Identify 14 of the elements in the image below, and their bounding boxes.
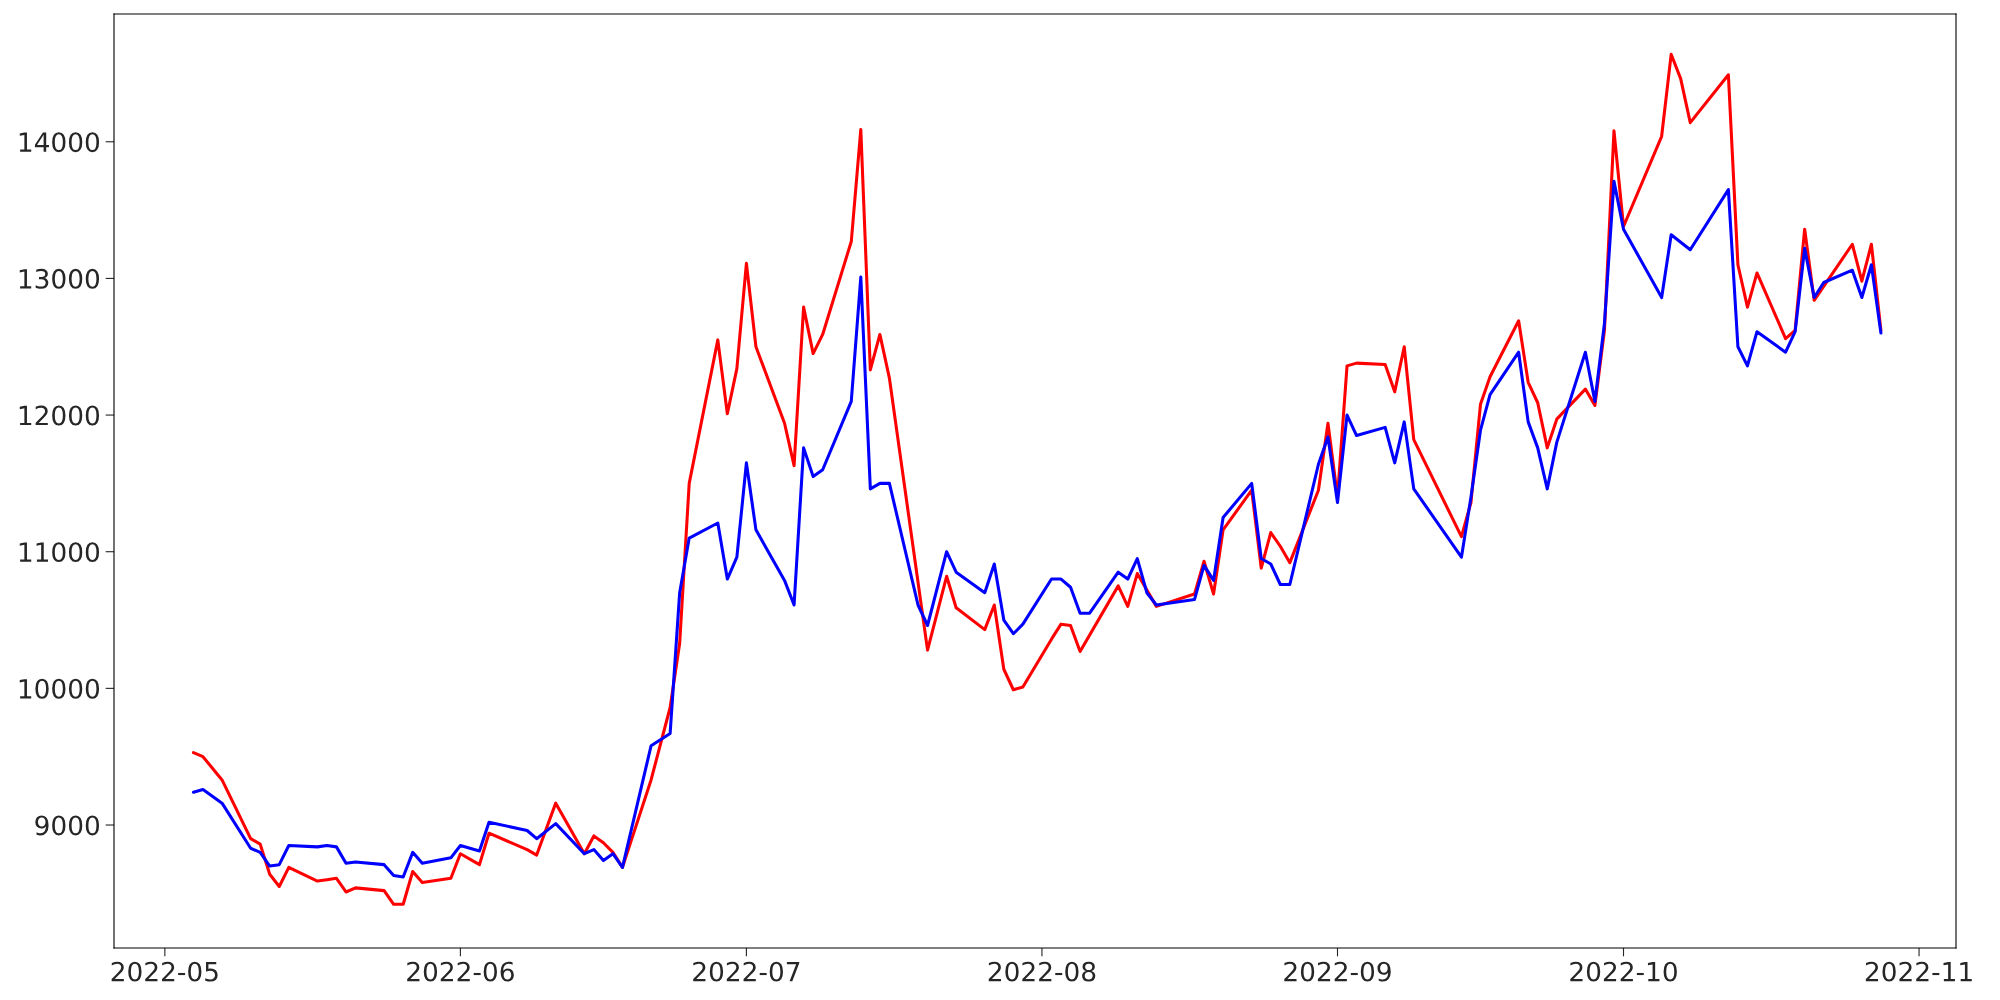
x-tick-label: 2022-10 bbox=[1570, 961, 1677, 982]
x-tick-label: 2022-07 bbox=[693, 961, 800, 982]
y-tick-label: 12000 bbox=[19, 405, 100, 426]
x-tick-label: 2022-09 bbox=[1284, 961, 1391, 982]
x-tick-label: 2022-06 bbox=[407, 961, 514, 982]
x-tick-label: 2022-11 bbox=[1865, 961, 1972, 982]
y-tick-label: 13000 bbox=[19, 268, 100, 289]
y-tick-label: 14000 bbox=[19, 132, 100, 153]
y-tick-label: 9000 bbox=[35, 815, 100, 836]
x-tick-label: 2022-08 bbox=[988, 961, 1096, 982]
y-tick-label: 10000 bbox=[19, 678, 100, 699]
line-series bbox=[191, 179, 1883, 879]
x-tick-label: 2022-05 bbox=[111, 961, 218, 982]
y-tick-label: 11000 bbox=[19, 542, 100, 563]
